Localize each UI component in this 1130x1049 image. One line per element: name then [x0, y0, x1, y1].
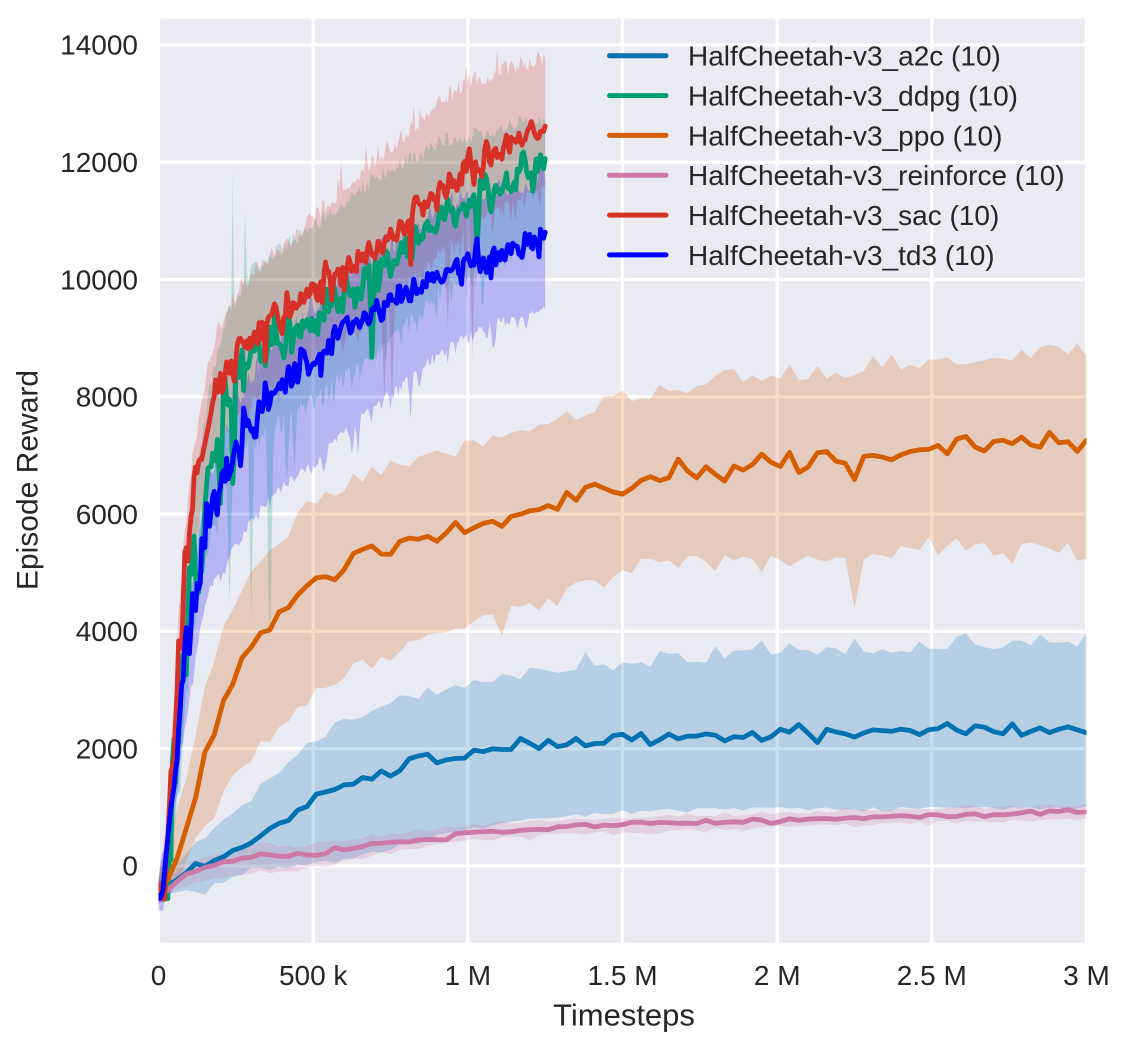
svg-text:2000: 2000: [76, 733, 138, 764]
svg-text:8000: 8000: [76, 382, 138, 413]
svg-text:0: 0: [122, 851, 138, 882]
svg-text:HalfCheetah-v3_a2c (10): HalfCheetah-v3_a2c (10): [688, 41, 1001, 72]
svg-text:6000: 6000: [76, 499, 138, 530]
svg-text:14000: 14000: [60, 30, 138, 61]
svg-text:10000: 10000: [60, 264, 138, 295]
svg-text:4000: 4000: [76, 616, 138, 647]
svg-text:HalfCheetah-v3_reinforce (10): HalfCheetah-v3_reinforce (10): [688, 160, 1065, 191]
svg-text:HalfCheetah-v3_td3 (10): HalfCheetah-v3_td3 (10): [688, 240, 995, 271]
svg-text:2 M: 2 M: [754, 960, 801, 991]
svg-text:Episode Reward: Episode Reward: [12, 370, 45, 590]
svg-text:Timesteps: Timesteps: [553, 998, 695, 1033]
svg-text:1.5 M: 1.5 M: [587, 960, 657, 991]
svg-text:0: 0: [151, 960, 167, 991]
svg-text:2.5 M: 2.5 M: [897, 960, 967, 991]
svg-text:HalfCheetah-v3_ddpg (10): HalfCheetah-v3_ddpg (10): [688, 81, 1018, 112]
svg-text:500 k: 500 k: [279, 960, 348, 991]
svg-text:12000: 12000: [60, 147, 138, 178]
svg-text:HalfCheetah-v3_sac (10): HalfCheetah-v3_sac (10): [688, 200, 999, 231]
svg-text:3 M: 3 M: [1063, 960, 1110, 991]
svg-text:1 M: 1 M: [444, 960, 491, 991]
svg-text:HalfCheetah-v3_ppo (10): HalfCheetah-v3_ppo (10): [688, 120, 1002, 151]
